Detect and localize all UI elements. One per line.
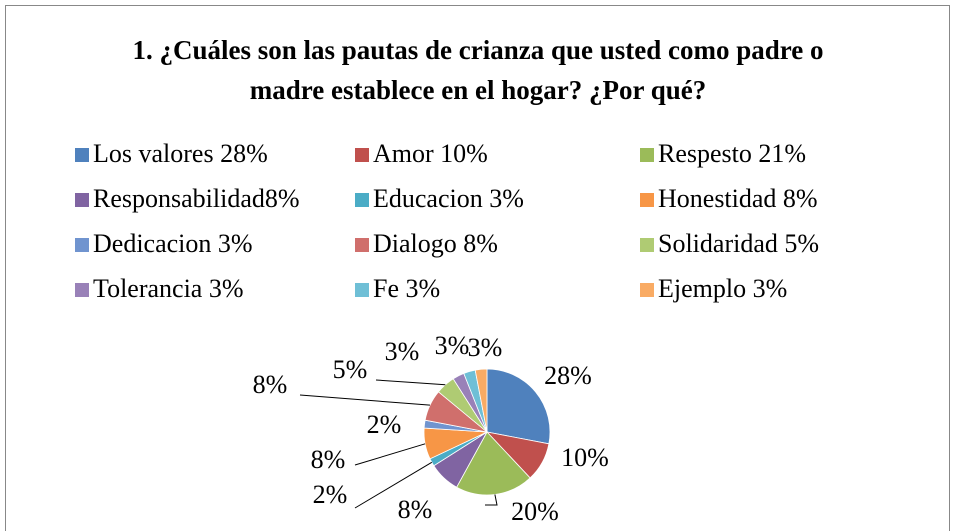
legend-swatch bbox=[640, 238, 654, 252]
data-label: 28% bbox=[544, 361, 592, 390]
legend-label: Los valores 28% bbox=[93, 139, 268, 168]
legend-swatch bbox=[355, 283, 369, 297]
legend-label: Ejemplo 3% bbox=[658, 274, 787, 303]
leader-line bbox=[354, 443, 426, 466]
legend-label: Amor 10% bbox=[373, 139, 488, 168]
legend-swatch bbox=[355, 238, 369, 252]
data-label: 8% bbox=[398, 495, 433, 524]
legend-label: Dedicacion 3% bbox=[93, 229, 253, 258]
legend-swatch bbox=[355, 193, 369, 207]
legend-label: Dialogo 8% bbox=[373, 229, 498, 258]
chart-title: 1. ¿Cuáles son las pautas de crianza que… bbox=[132, 35, 824, 105]
data-label: 8% bbox=[311, 445, 346, 474]
leader-line bbox=[375, 379, 446, 386]
legend-label: Tolerancia 3% bbox=[93, 274, 244, 303]
legend-swatch bbox=[355, 148, 369, 162]
legend-swatch bbox=[75, 238, 89, 252]
legend-swatch bbox=[75, 283, 89, 297]
legend-label: Fe 3% bbox=[373, 274, 440, 303]
data-label: 3% bbox=[468, 333, 503, 362]
legend-swatch bbox=[75, 193, 89, 207]
leader-line bbox=[485, 494, 498, 506]
data-label: 2% bbox=[313, 480, 348, 509]
data-label: 5% bbox=[333, 355, 368, 384]
pie-slice bbox=[486, 368, 551, 445]
legend-swatch bbox=[640, 148, 654, 162]
data-label: 3% bbox=[385, 337, 420, 366]
data-label: 2% bbox=[367, 410, 402, 439]
data-label: 20% bbox=[511, 497, 559, 526]
legend-label: Solidaridad 5% bbox=[658, 229, 819, 258]
data-label: 8% bbox=[253, 370, 288, 399]
legend-label: Educacion 3% bbox=[373, 184, 524, 213]
pie-slice bbox=[474, 368, 488, 433]
leader-line bbox=[299, 394, 431, 406]
legend-swatch bbox=[75, 148, 89, 162]
data-label: 3% bbox=[435, 331, 470, 360]
legend-label: Responsabilidad8% bbox=[93, 184, 300, 213]
legend-swatch bbox=[640, 193, 654, 207]
legend-label: Honestidad 8% bbox=[658, 184, 818, 213]
data-label: 10% bbox=[561, 443, 609, 472]
legend-label: Respesto 21% bbox=[658, 139, 806, 168]
legend-swatch bbox=[640, 283, 654, 297]
leader-line bbox=[354, 461, 433, 509]
pie-slice bbox=[456, 431, 531, 496]
